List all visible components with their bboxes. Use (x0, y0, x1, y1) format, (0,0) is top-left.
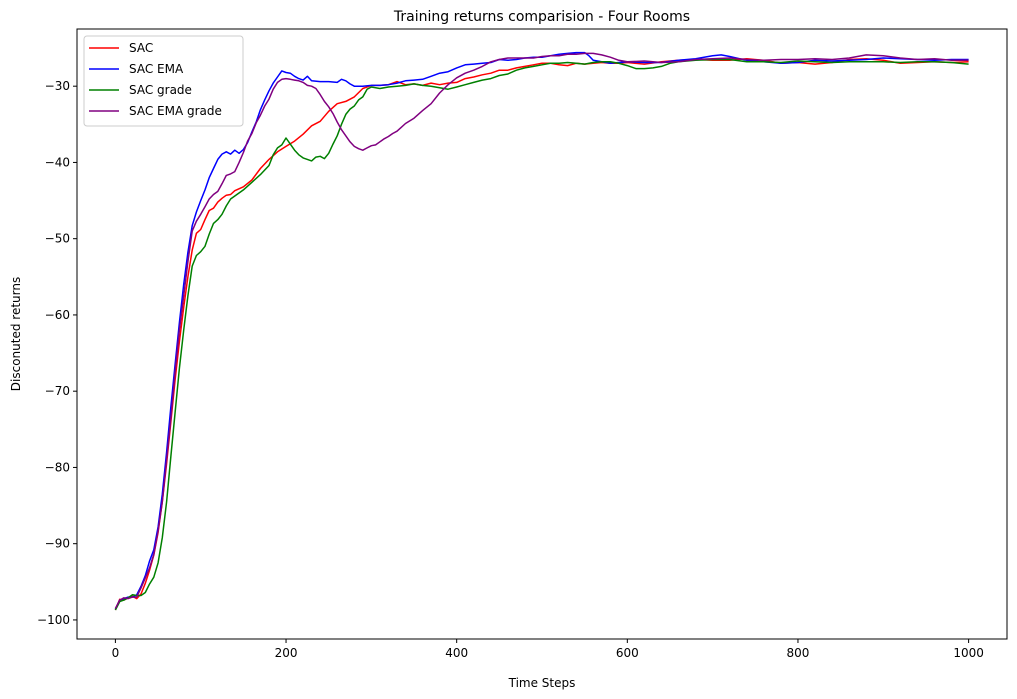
x-tick-label: 600 (616, 646, 639, 660)
y-tick-label: −40 (45, 155, 70, 169)
y-tick-label: −60 (45, 308, 70, 322)
y-axis: −100 −90 −80 −70 −60 −50 −40 −30 (37, 79, 77, 627)
y-tick-label: −50 (45, 232, 70, 246)
x-tick-label: 800 (787, 646, 810, 660)
legend-label-sac-grade: SAC grade (129, 83, 192, 97)
y-tick-label: −80 (45, 460, 70, 474)
series-line-sac-grade (114, 58, 969, 611)
x-tick-label: 1000 (953, 646, 984, 660)
y-tick-label: −30 (45, 79, 70, 93)
plot-frame (76, 28, 1008, 640)
legend-box (83, 35, 244, 127)
legend-label-sac-ema-grade: SAC EMA grade (129, 104, 222, 118)
y-tick-label: −100 (37, 613, 70, 627)
chart-title: Training returns comparision - Four Room… (393, 9, 690, 25)
legend: SAC SAC EMA SAC grade SAC EMA grade (83, 35, 244, 127)
legend-label-sac-ema: SAC EMA (129, 62, 184, 76)
series-lines (114, 51, 969, 611)
y-tick-label: −90 (45, 537, 70, 551)
x-axis: 0 200 400 600 800 1000 (112, 639, 984, 660)
x-tick-label: 200 (275, 646, 298, 660)
legend-label-sac: SAC (129, 41, 153, 55)
y-tick-label: −70 (45, 384, 70, 398)
series-line-sac-ema-grade (114, 52, 969, 609)
x-axis-label: Time Steps (508, 676, 576, 690)
series-line-sac (114, 57, 969, 611)
series-line-sac-ema (114, 51, 969, 610)
x-tick-label: 400 (445, 646, 468, 660)
x-tick-label: 0 (112, 646, 120, 660)
y-axis-label: Disconuted returns (9, 277, 23, 391)
